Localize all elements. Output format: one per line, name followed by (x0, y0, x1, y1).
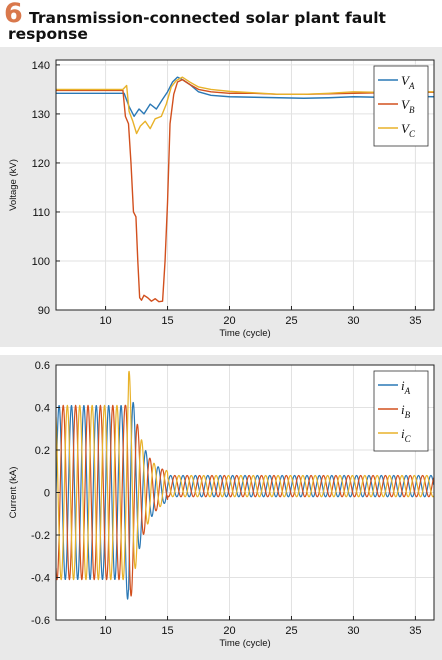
x-tick-label: 10 (99, 625, 111, 637)
current-chart: 10 15 20 25 30 35 -0.6 -0.4 -0.2 0 0.2 0.4 0.6 Time (… (8, 360, 435, 649)
figure-title: Transmission-connected solar plant fault… (8, 9, 386, 43)
legend-label: iB (401, 402, 411, 420)
legend-label: VB (401, 97, 415, 115)
voltage-chart: 10 15 20 25 30 35 90 100 110 120 130 140 Time (cycle… (8, 59, 435, 339)
series-group (56, 76, 434, 303)
x-tick-label: 35 (409, 315, 421, 327)
y-axis-label: Voltage (kV) (8, 159, 19, 211)
x-tick-label: 25 (285, 625, 297, 637)
figure-header: 6 Transmission-connected solar plant fau… (4, 0, 440, 44)
series-group (56, 370, 434, 600)
y-tick-label: -0.6 (31, 615, 50, 627)
y-tick-label: 90 (38, 305, 50, 317)
y-tick-label: -0.2 (31, 530, 50, 542)
figure-number: 6 (4, 0, 23, 29)
y-tick-label: 0.2 (35, 445, 50, 457)
y-tick-label: 100 (32, 256, 50, 268)
legend-label: VA (401, 73, 415, 91)
legend-label: iC (401, 426, 412, 444)
y-tick-label: 120 (32, 158, 50, 170)
y-tick-label: 140 (32, 60, 50, 72)
voltage-chart-panel: 10 15 20 25 30 35 90 100 110 120 130 140 Time (cycle… (0, 47, 442, 347)
x-tick-label: 10 (99, 315, 111, 327)
x-tick-label: 30 (347, 625, 359, 637)
current-chart-panel: 10 15 20 25 30 35 -0.6 -0.4 -0.2 0 0.2 0.4 0.6 Time (… (0, 355, 442, 660)
series-line-c (56, 370, 434, 581)
x-axis-label: Time (cycle) (219, 328, 270, 339)
y-tick-label: 0.4 (35, 403, 50, 415)
x-tick-label: 35 (409, 625, 421, 637)
y-tick-label: -0.4 (31, 573, 50, 585)
y-tick-label: 0 (44, 488, 50, 500)
x-tick-label: 15 (161, 625, 173, 637)
y-axis-label: Current (kA) (8, 467, 19, 519)
legend-label: VC (401, 121, 416, 139)
y-tick-label: 110 (32, 207, 50, 219)
plot-frame (55, 59, 435, 311)
series-line-c (56, 76, 434, 135)
x-tick-label: 30 (347, 315, 359, 327)
y-tick-label: 130 (32, 109, 50, 121)
x-tick-label: 15 (161, 315, 173, 327)
legend-label: iA (401, 378, 411, 396)
x-axis-label: Time (cycle) (219, 638, 270, 649)
x-tick-label: 20 (223, 625, 235, 637)
x-tick-label: 25 (285, 315, 297, 327)
plot-area (56, 60, 434, 310)
y-tick-label: 0.6 (35, 360, 50, 372)
x-tick-label: 20 (223, 315, 235, 327)
